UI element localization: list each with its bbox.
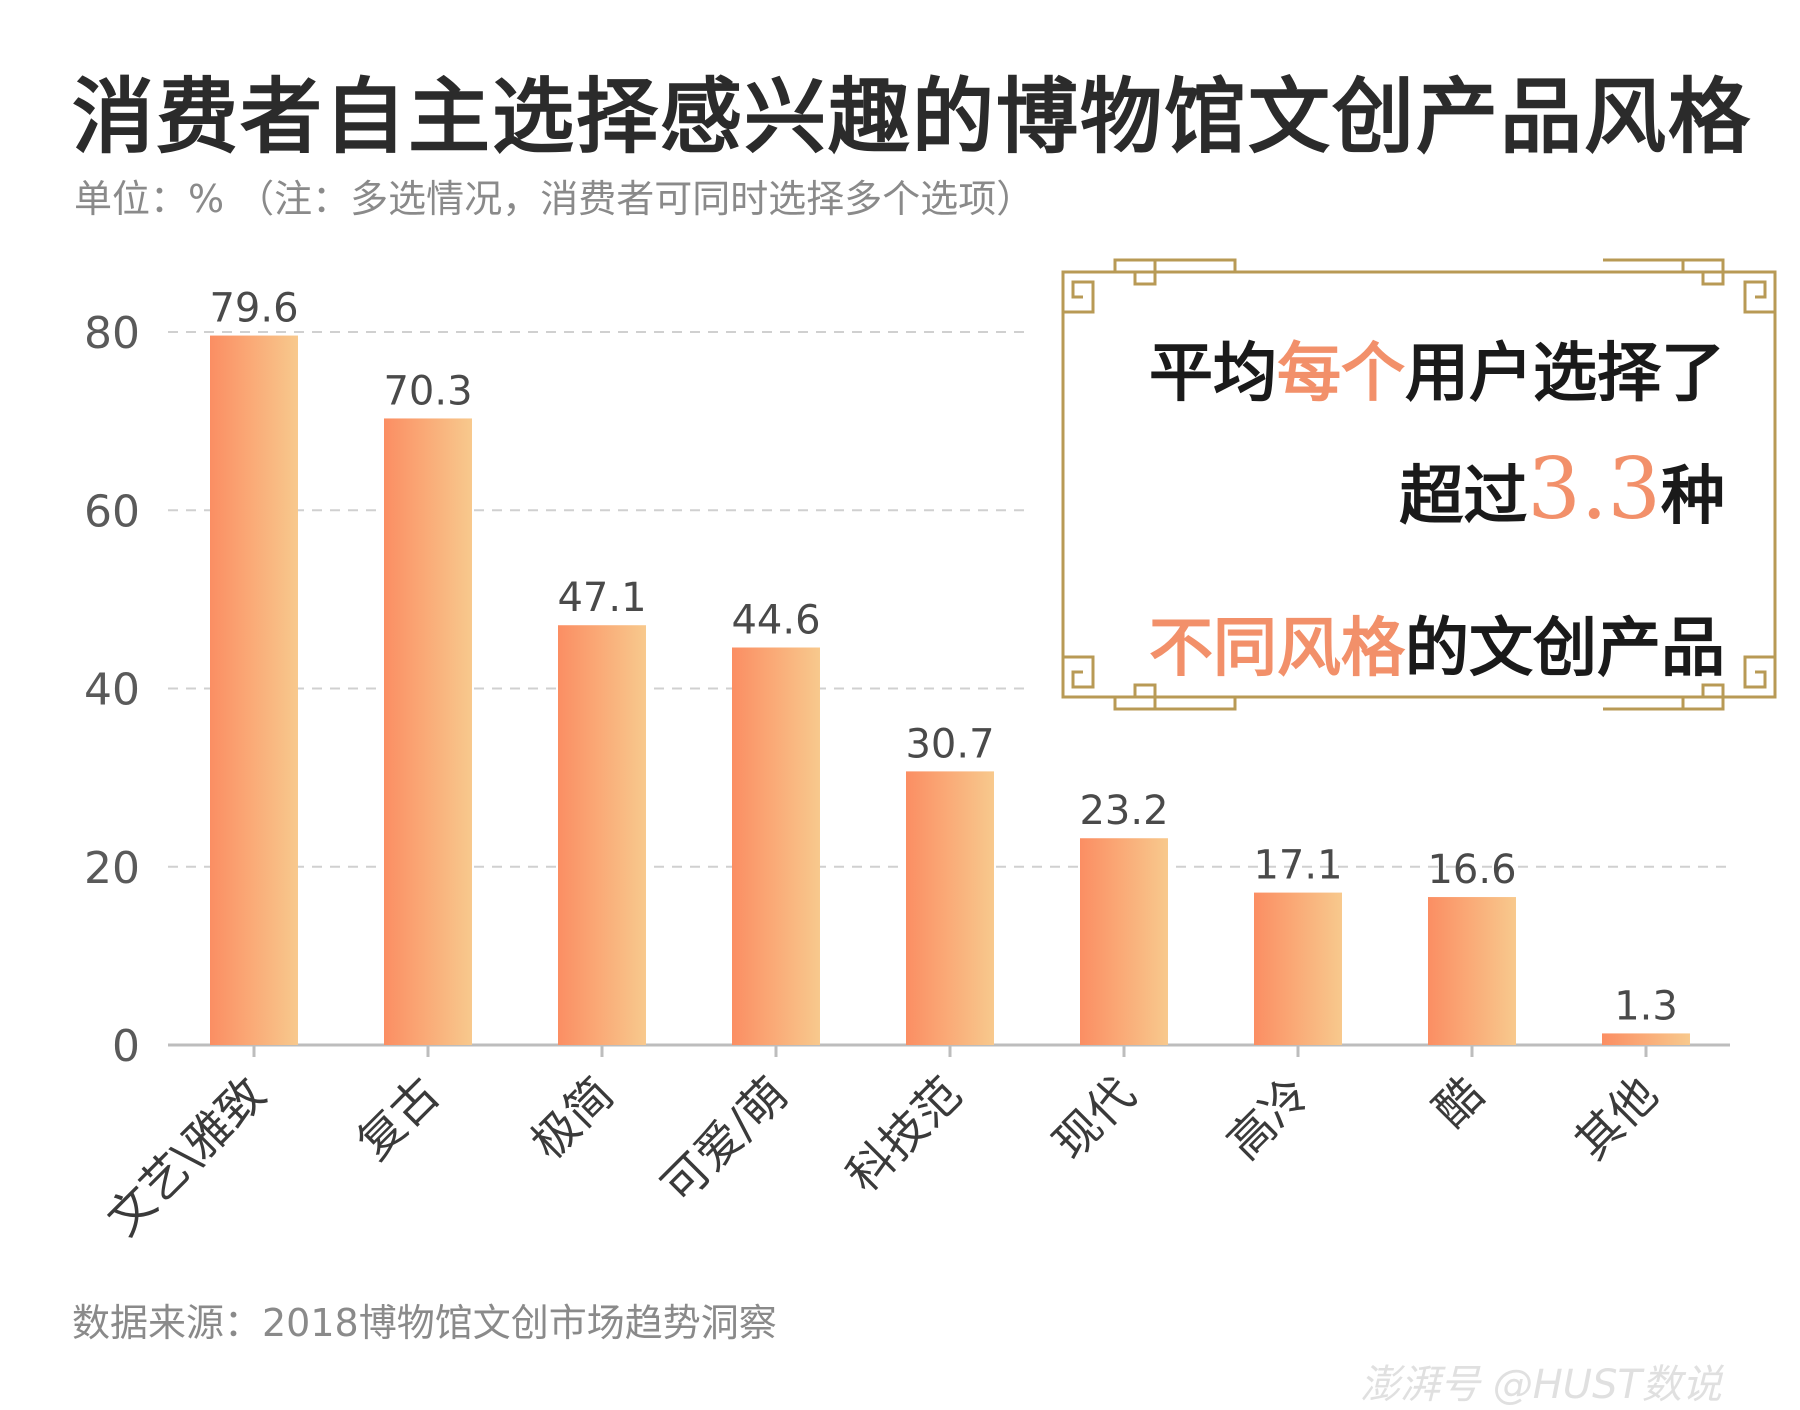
value-labels: 79.6 70.3 47.1 44.6 30.7 23.2 17.1 16.6 1.3 bbox=[209, 286, 1677, 1030]
ornate-frame bbox=[1061, 258, 1777, 711]
bars bbox=[210, 335, 1690, 1045]
y-tick-label: 20 bbox=[84, 843, 140, 894]
value-label: 17.1 bbox=[1253, 843, 1342, 889]
value-label: 30.7 bbox=[905, 721, 994, 767]
bar bbox=[1428, 897, 1516, 1045]
value-label: 47.1 bbox=[557, 575, 646, 621]
bar bbox=[1254, 892, 1342, 1045]
x-tick-label: 可爱/萌 bbox=[651, 1067, 798, 1214]
callout-line-2: 超过3.3种 bbox=[1399, 440, 1725, 538]
y-tick-label: 60 bbox=[84, 486, 140, 537]
value-label: 79.6 bbox=[209, 286, 298, 332]
bar bbox=[906, 771, 994, 1045]
bar bbox=[384, 418, 472, 1045]
x-tick-label: 复古 bbox=[347, 1067, 450, 1170]
value-label: 70.3 bbox=[383, 368, 472, 414]
chart-title: 消费者自主选择感兴趣的博物馆文创产品风格 bbox=[72, 70, 1753, 165]
callout-line-3: 不同风格的文创产品 bbox=[1149, 611, 1725, 686]
y-tick-label: 0 bbox=[112, 1021, 140, 1072]
bar bbox=[210, 335, 298, 1045]
x-tick-label: 高冷 bbox=[1217, 1067, 1320, 1170]
x-tick-label: 现代 bbox=[1043, 1067, 1146, 1170]
value-label: 23.2 bbox=[1079, 788, 1168, 834]
x-tick-label: 其他 bbox=[1565, 1067, 1668, 1170]
chart-subtitle: 单位：% （注：多选情况，消费者可同时选择多个选项） bbox=[74, 177, 1035, 221]
x-tick-label: 极简 bbox=[521, 1067, 624, 1170]
y-axis-labels: 0 20 40 60 80 bbox=[84, 308, 140, 1072]
watermark: 澎湃号 @HUST数说 bbox=[1360, 1362, 1722, 1408]
callout-box: 平均每个用户选择了 超过3.3种 不同风格的文创产品 bbox=[1055, 252, 1783, 717]
bar bbox=[1602, 1033, 1690, 1045]
x-axis-labels: 文艺\雅致 复古 极简 可爱/萌 科技范 现代 高冷 酷其他 bbox=[97, 1067, 1668, 1246]
x-tick-label: 酷 bbox=[1423, 1067, 1494, 1138]
bar bbox=[732, 647, 820, 1045]
value-label: 16.6 bbox=[1427, 847, 1516, 893]
bar-chart: 0 20 40 60 80 文艺\雅致 复古 极简 可爱/萌 科技范 现代 高冷 酷其他 79.6 70… bbox=[84, 286, 1730, 1246]
bar bbox=[1080, 838, 1168, 1045]
x-tick-label: 科技范 bbox=[836, 1067, 972, 1203]
y-tick-label: 80 bbox=[84, 308, 140, 359]
callout-line-1: 平均每个用户选择了 bbox=[1149, 336, 1725, 411]
value-label: 1.3 bbox=[1614, 983, 1678, 1029]
data-source: 数据来源：2018博物馆文创市场趋势洞察 bbox=[72, 1301, 777, 1345]
x-tick-label: 文艺\雅致 bbox=[97, 1067, 276, 1246]
value-label: 44.6 bbox=[731, 598, 820, 644]
y-tick-label: 40 bbox=[84, 665, 140, 716]
bar bbox=[558, 625, 646, 1045]
